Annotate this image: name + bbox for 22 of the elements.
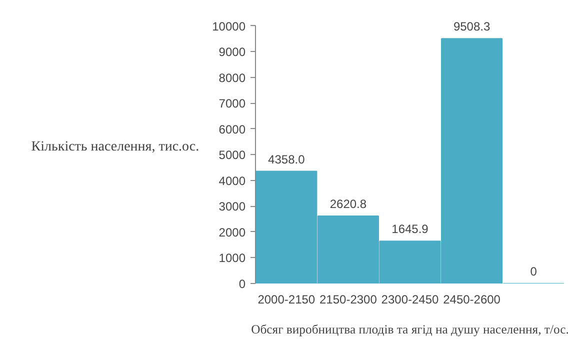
y-tick-label: 7000 <box>218 96 246 111</box>
data-label: 2620.8 <box>330 197 367 211</box>
x-tick-label: 2450-2600 <box>443 292 501 306</box>
y-tick-label: 8000 <box>218 70 246 85</box>
y-tick-label: 10000 <box>212 19 246 34</box>
x-tick-label: 2300-2450 <box>381 292 440 306</box>
y-tick-label: 0 <box>238 277 246 291</box>
y-tick-label: 2000 <box>218 225 246 240</box>
data-label: 1645.9 <box>392 222 429 236</box>
x-tick-label: 2000-2150 <box>258 292 316 306</box>
x-tick-label: 2150-2300 <box>320 292 378 306</box>
y-axis-title: Кількість населення, тис.ос. <box>31 140 200 154</box>
data-label: 9508.3 <box>453 20 490 34</box>
y-tick-label: 5000 <box>218 148 246 162</box>
x-axis-title: Обсяг виробництва плодів та ягід на душу населення, т/ос. <box>251 322 568 336</box>
y-tick-label: 9000 <box>218 45 246 60</box>
y-tick-label: 6000 <box>218 122 246 136</box>
y-tick-label: 3000 <box>218 200 246 214</box>
data-label: 4358.0 <box>268 152 306 166</box>
y-tick-label: 4000 <box>218 174 246 188</box>
y-tick-label: 1000 <box>218 251 246 266</box>
data-label: 0 <box>530 264 538 278</box>
